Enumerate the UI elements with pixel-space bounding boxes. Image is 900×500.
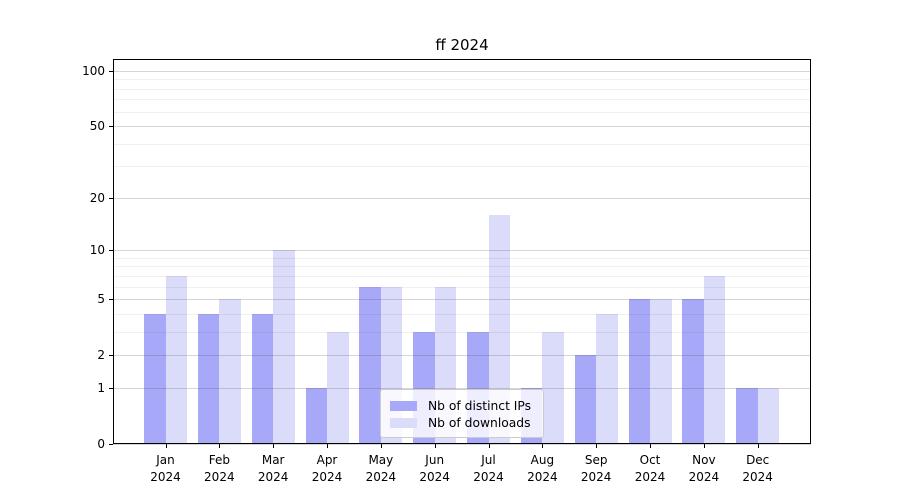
legend: Nb of distinct IPs Nb of downloads — [379, 389, 545, 438]
x-tick-label-may: May 2024 — [365, 453, 397, 484]
bars-layer — [113, 59, 811, 444]
y-tick-label-10: 10 — [89, 243, 105, 258]
x-tick-label-aug: Aug 2024 — [527, 453, 558, 484]
plot-area — [113, 59, 811, 445]
bar-distinct-ips-dec — [736, 387, 758, 444]
x-tick-mark — [650, 444, 652, 448]
x-tick-mark — [703, 444, 705, 448]
bar-distinct-ips-nov — [682, 299, 704, 444]
bar-downloads-nov — [703, 275, 726, 444]
y-tick-label-0: 0 — [97, 437, 105, 451]
y-tick-mark — [109, 70, 113, 72]
x-tick-mark — [596, 444, 598, 448]
y-tick-label-100: 100 — [82, 63, 105, 78]
y-tick-mark — [109, 250, 113, 252]
bar-distinct-ips-oct — [628, 299, 651, 444]
bar-distinct-ips-mar — [251, 313, 274, 444]
x-tick-mark — [327, 444, 328, 448]
x-tick-mark — [757, 444, 759, 448]
legend-label-distinct-ips: Nb of distinct IPs — [427, 398, 532, 413]
bar-distinct-ips-sep — [574, 355, 597, 444]
chart-title: ff 2024 — [435, 36, 489, 54]
x-tick-label-sep: Sep 2024 — [580, 453, 612, 484]
x-tick-label-jul: Jul 2024 — [473, 453, 504, 484]
bar-downloads-jul — [488, 214, 511, 444]
bar-downloads-jan — [165, 275, 187, 444]
x-tick-label-jun: Jun 2024 — [419, 453, 450, 484]
x-tick-label-dec: Dec 2024 — [742, 453, 773, 484]
x-tick-mark — [273, 444, 275, 448]
y-tick-label-20: 20 — [89, 190, 105, 205]
x-tick-mark — [165, 444, 167, 448]
bar-downloads-mar — [273, 250, 295, 444]
legend-item-distinct-ips: Nb of distinct IPs — [389, 397, 532, 414]
y-tick-mark — [109, 355, 113, 357]
x-tick-mark — [219, 444, 221, 448]
x-tick-mark — [380, 444, 382, 448]
y-tick-label-50: 50 — [89, 119, 105, 134]
y-tick-label-1: 1 — [97, 380, 105, 395]
x-tick-label-apr: Apr 2024 — [311, 453, 343, 484]
y-tick-label-2: 2 — [97, 348, 105, 363]
legend-swatch-downloads — [389, 417, 417, 428]
x-tick-label-feb: Feb 2024 — [204, 453, 235, 484]
bar-downloads-apr — [327, 331, 349, 444]
y-tick-mark — [109, 197, 113, 199]
gridline-major-0 — [113, 444, 811, 445]
bar-distinct-ips-feb — [197, 313, 220, 444]
y-tick-mark — [109, 299, 113, 301]
x-tick-mark — [434, 444, 436, 448]
y-tick-mark — [109, 444, 113, 445]
x-tick-label-nov: Nov 2024 — [688, 453, 720, 484]
bar-downloads-dec — [757, 387, 780, 444]
x-tick-label-mar: Mar 2024 — [257, 453, 289, 484]
bar-distinct-ips-jan — [144, 313, 166, 444]
legend-swatch-distinct-ips — [389, 400, 417, 411]
x-tick-mark — [542, 444, 544, 448]
x-tick-mark — [488, 444, 490, 448]
bar-downloads-sep — [596, 313, 618, 444]
bar-downloads-aug — [542, 331, 564, 444]
x-tick-label-oct: Oct 2024 — [634, 453, 666, 484]
legend-label-downloads: Nb of downloads — [427, 415, 531, 430]
bar-distinct-ips-apr — [305, 387, 327, 444]
bar-downloads-oct — [650, 299, 672, 444]
legend-item-downloads: Nb of downloads — [389, 414, 531, 431]
bar-downloads-feb — [219, 299, 241, 444]
y-tick-mark — [109, 126, 113, 128]
x-tick-label-jan: Jan 2024 — [150, 453, 181, 484]
y-tick-mark — [109, 387, 113, 389]
bar-distinct-ips-may — [359, 286, 381, 444]
y-tick-label-5: 5 — [97, 292, 105, 307]
